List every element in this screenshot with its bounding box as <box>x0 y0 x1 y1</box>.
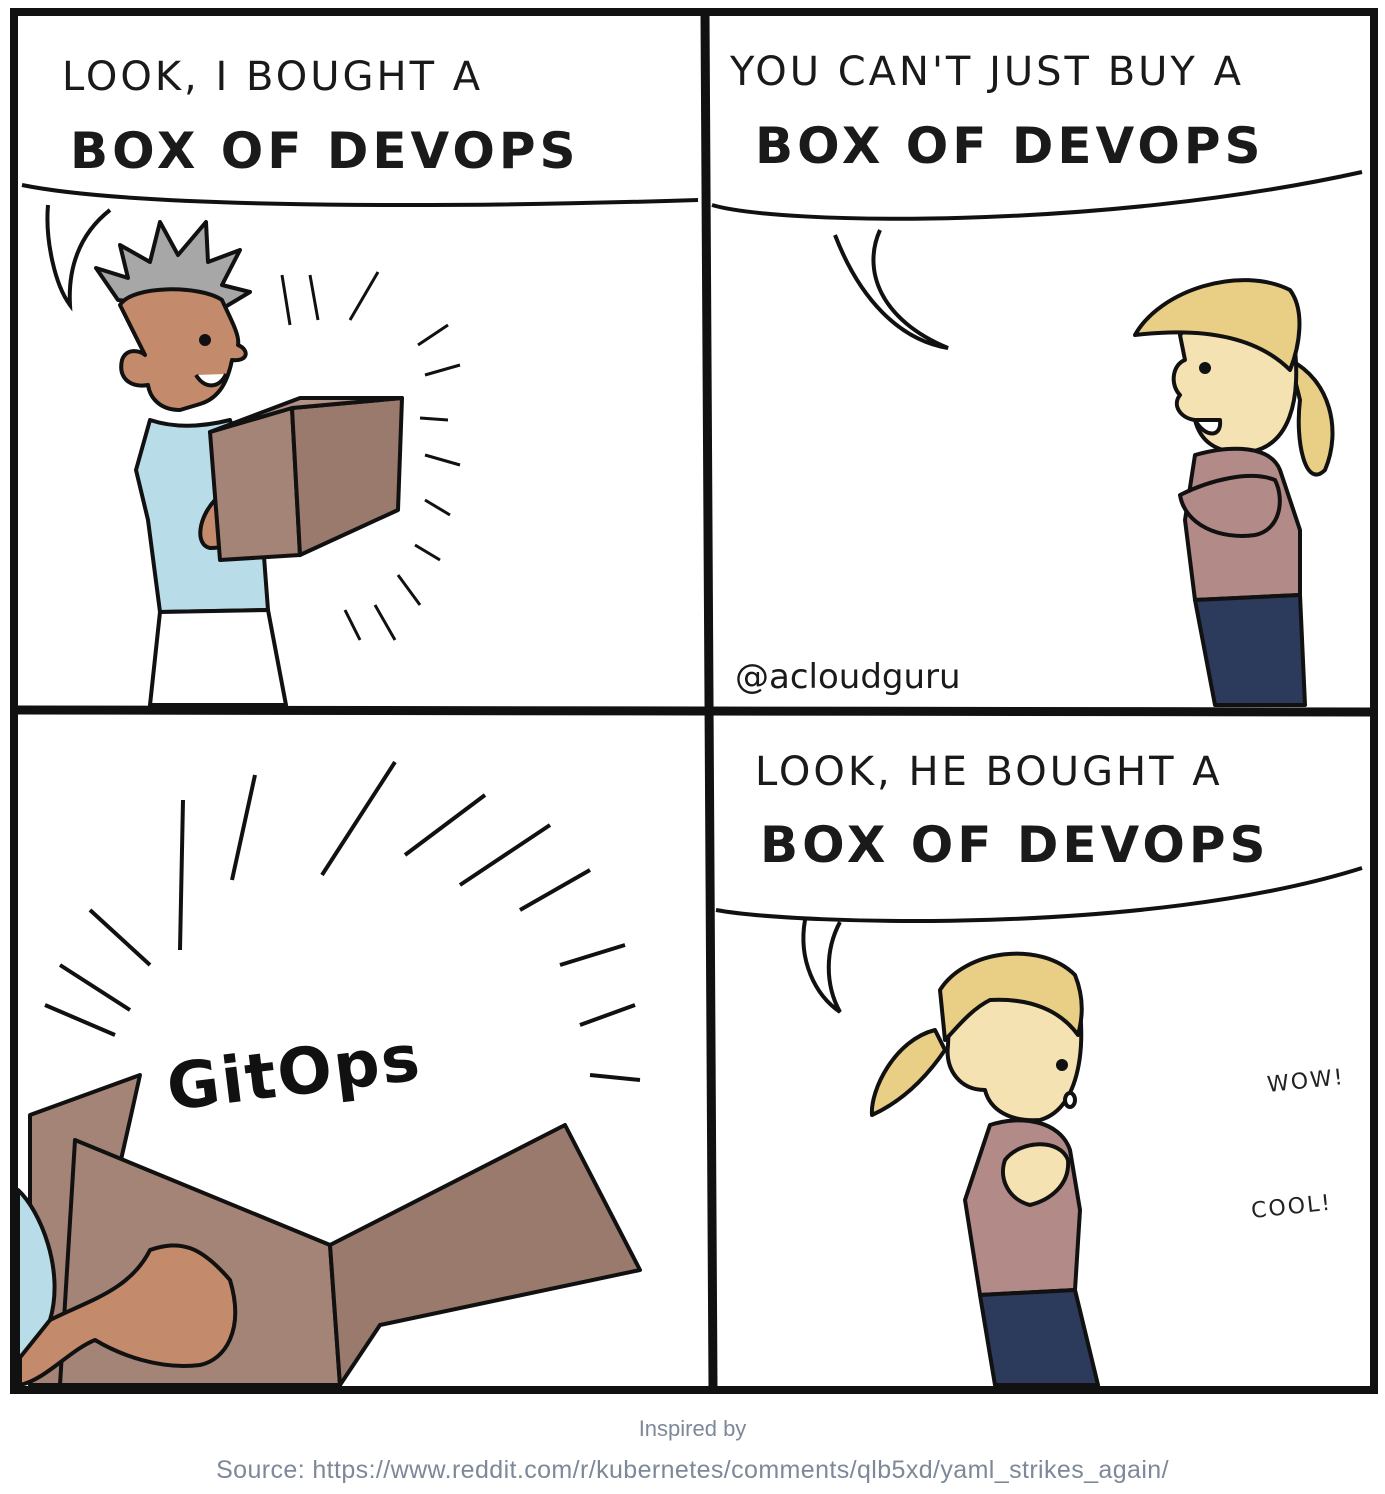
man-character <box>94 220 461 707</box>
speech-bubble-2-tail <box>833 229 949 350</box>
panel-2-line-2: BOX OF DEVOPS <box>755 117 1265 175</box>
artist-credit: @acloudguru <box>735 657 961 697</box>
speech-bubble-2 <box>711 170 1363 221</box>
horizontal-divider <box>15 705 1373 717</box>
woman-pants <box>1193 593 1307 707</box>
panel-2-line-1: YOU CAN'T JUST BUY A <box>729 49 1244 95</box>
man-eye <box>199 334 211 346</box>
open-box <box>16 1073 642 1387</box>
man-pants <box>148 608 288 707</box>
woman-hair-back <box>1288 358 1335 477</box>
burst-lines-3 <box>44 760 641 1082</box>
woman-arms <box>1178 473 1282 538</box>
woman-hands-4 <box>1001 1142 1071 1207</box>
woman-mouth <box>1193 418 1223 436</box>
speech-bubble-1 <box>21 183 699 207</box>
inspired-by-caption: Inspired by <box>638 1416 747 1441</box>
speech-bubble-4-tail <box>801 919 842 1014</box>
panel-4-line-1: LOOK, HE BOUGHT A <box>755 749 1223 795</box>
speech-bubble-4 <box>715 866 1363 923</box>
comic-strip: LOOK, I BOUGHT A BOX OF DEVOPS YOU CAN'T… <box>10 8 1378 1394</box>
woman-angry-character <box>1133 278 1335 707</box>
woman-hair <box>1133 278 1302 372</box>
panel-1: LOOK, I BOUGHT A BOX OF DEVOPS <box>21 54 699 707</box>
woman-ponytail <box>869 1028 947 1117</box>
man-smile <box>194 373 228 388</box>
vertical-divider <box>700 13 718 1389</box>
box-top <box>208 396 404 434</box>
woman-impressed-character <box>869 951 1100 1387</box>
panel-4-line-2: BOX OF DEVOPS <box>760 816 1270 874</box>
woman-eye-4 <box>1056 1059 1068 1071</box>
woman-pants-4 <box>978 1288 1100 1387</box>
panel-3: GitOps <box>16 760 642 1387</box>
speech-bubble-1-tail <box>45 204 112 312</box>
source-link[interactable]: Source: https://www.reddit.com/r/kuberne… <box>216 1456 1169 1484</box>
sleeve-3 <box>16 1188 57 1362</box>
woman-hair-4 <box>938 951 1084 1042</box>
burst-lines-1 <box>280 271 461 641</box>
panel-2: YOU CAN'T JUST BUY A BOX OF DEVOPS @aclo… <box>711 49 1363 707</box>
panel-1-line-1: LOOK, I BOUGHT A <box>62 54 483 100</box>
box-front <box>208 406 302 562</box>
man-hair <box>94 220 252 312</box>
woman-mouth-4 <box>1063 1091 1077 1109</box>
panel-1-line-2: BOX OF DEVOPS <box>70 122 580 180</box>
box-right-flap <box>328 1123 642 1387</box>
woman-eye <box>1199 362 1211 374</box>
panel-4: LOOK, HE BOUGHT A BOX OF DEVOPS WOW! COO… <box>715 749 1363 1387</box>
